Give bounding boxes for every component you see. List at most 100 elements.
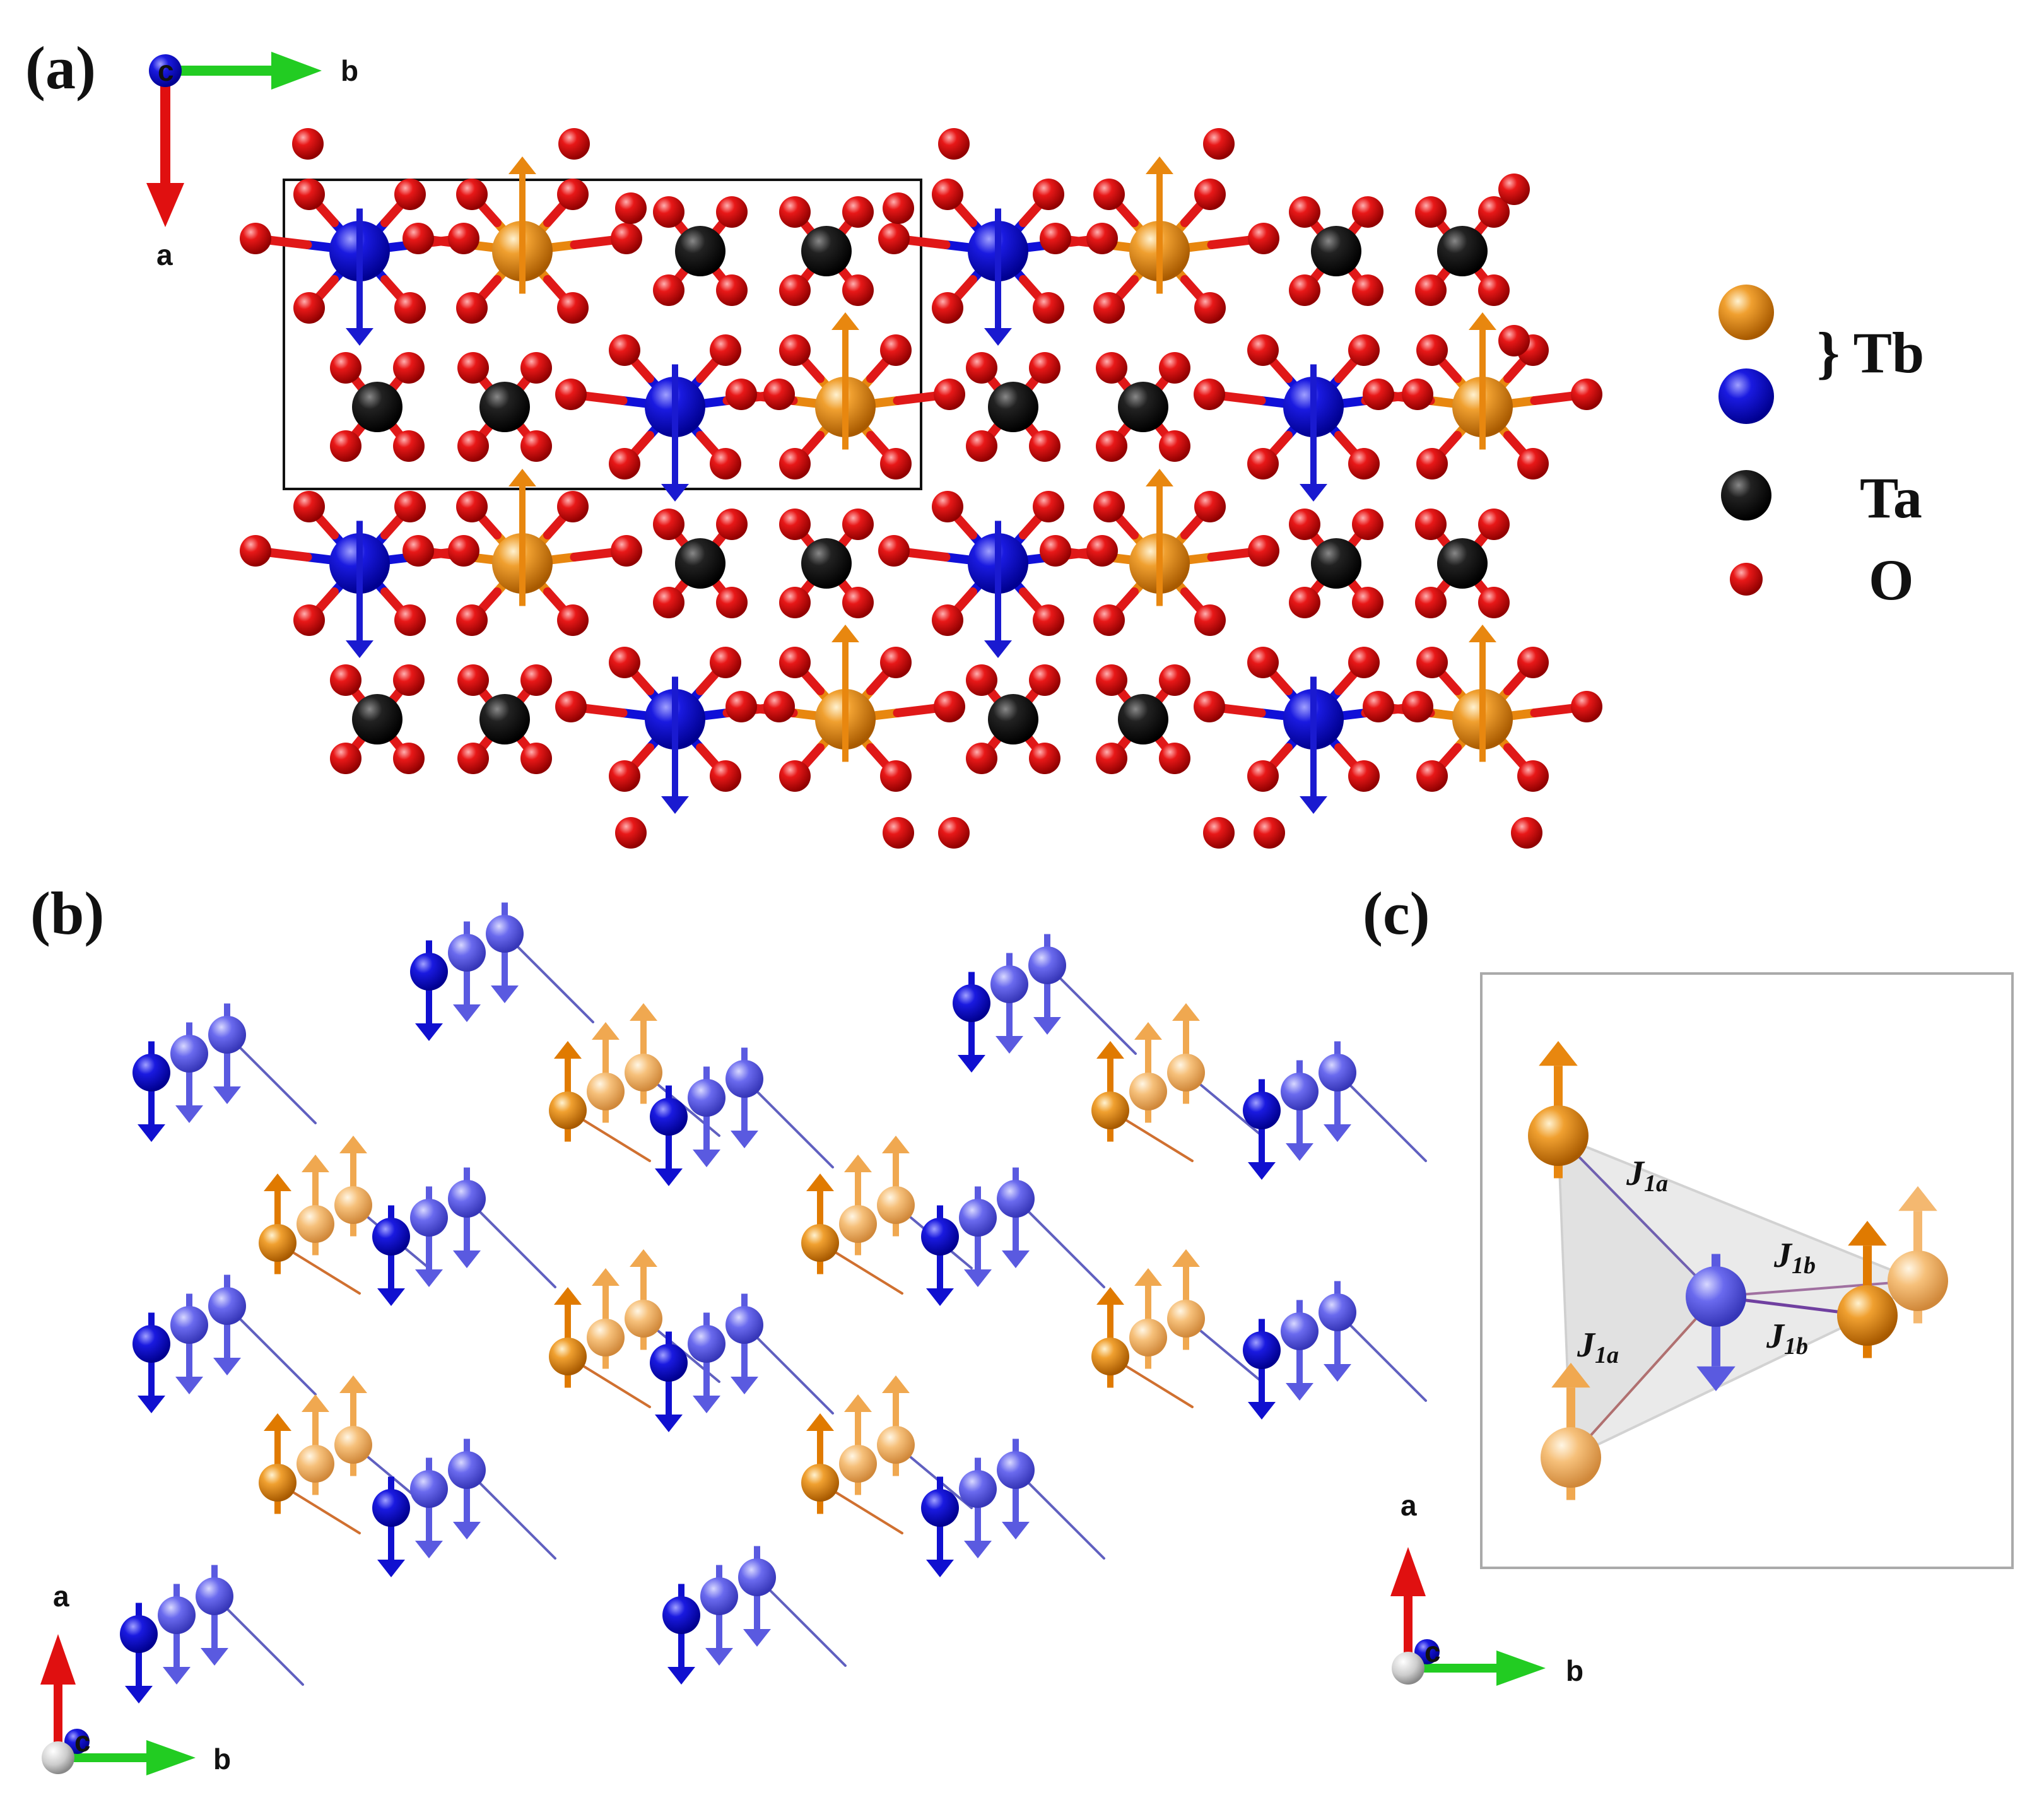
- oxygen-atom: [966, 664, 997, 696]
- oxygen-atom: [710, 448, 741, 479]
- oxygen-atom: [520, 664, 552, 696]
- tb-orange-atom: [1129, 1073, 1167, 1110]
- arrow-head: [806, 1174, 834, 1191]
- oxygen-atom: [1029, 664, 1060, 696]
- ta-atom: [479, 694, 530, 744]
- oxygen-atom: [966, 430, 997, 462]
- arrow-head: [346, 328, 373, 346]
- arrow-head: [705, 1648, 733, 1666]
- ta-atom: [1311, 538, 1361, 589]
- arrow-head: [138, 1396, 165, 1413]
- tb-blue-atom: [1319, 1054, 1356, 1091]
- oxygen-atom: [394, 491, 426, 522]
- oxygen-atom: [611, 223, 642, 254]
- tb-blue-atom: [410, 1470, 448, 1508]
- arrow-head: [453, 1522, 481, 1539]
- oxygen-atom: [1517, 647, 1549, 678]
- oxygen-atom: [1517, 760, 1549, 792]
- oxygen-atom: [842, 587, 874, 618]
- tb-orange-atom: [839, 1445, 877, 1483]
- spin-up-arrow: [831, 312, 859, 450]
- oxygen-atom: [779, 587, 811, 618]
- oxygen-atom: [240, 535, 271, 567]
- ta-atom: [352, 382, 402, 432]
- oxygen-atom: [1159, 352, 1190, 384]
- tb-orange-atom: [1837, 1285, 1898, 1346]
- arrow-head: [213, 1358, 241, 1375]
- oxygen-atom: [292, 128, 324, 160]
- oxygen-atom: [653, 196, 684, 228]
- arrow-head: [1848, 1221, 1887, 1246]
- oxygen-atom: [330, 352, 361, 384]
- oxygen-atom: [880, 760, 912, 792]
- arrow-head: [655, 1415, 683, 1432]
- bond: [1336, 1071, 1427, 1162]
- oxygen-atom: [1247, 760, 1279, 792]
- arrow-head: [630, 1249, 657, 1267]
- tb-blue-atom: [158, 1596, 196, 1634]
- arrow-head: [508, 469, 536, 486]
- oxygen-atom: [1029, 743, 1060, 774]
- tb-blue-atom: [120, 1615, 158, 1653]
- oxygen-atom: [1571, 379, 1602, 410]
- oxygen-atom: [1248, 223, 1279, 254]
- ta-atom: [479, 382, 530, 432]
- oxygen-atom: [779, 647, 811, 678]
- oxygen-atom: [1289, 274, 1320, 306]
- arrow-head: [264, 1174, 291, 1191]
- oxygen-atom: [393, 743, 425, 774]
- oxygen-atom: [293, 179, 325, 210]
- arrow-head: [201, 1648, 228, 1666]
- arrow-head: [831, 312, 859, 330]
- tb-blue-atom: [448, 1451, 486, 1489]
- oxygen-atom: [779, 509, 811, 540]
- arrow-head: [996, 1036, 1023, 1054]
- oxygen-atom: [448, 223, 479, 254]
- oxygen-atom: [457, 352, 489, 384]
- arrow-head: [1469, 312, 1496, 330]
- oxygen-atom: [1029, 352, 1060, 384]
- tb-orange-atom: [1888, 1250, 1948, 1311]
- panel-a: (a) c b a } Tb Ta O: [25, 34, 1924, 849]
- oxygen-atom: [763, 379, 795, 410]
- oxygen-atom: [1352, 509, 1383, 540]
- oxygen-atom: [938, 817, 970, 849]
- ta-atom: [675, 538, 725, 589]
- oxygen-atom: [1033, 179, 1064, 210]
- tb-orange-atom: [1091, 1338, 1129, 1375]
- oxygen-atom: [1254, 817, 1285, 849]
- bond: [466, 1469, 556, 1560]
- axis-a-label: a: [156, 238, 173, 271]
- arrow-head: [163, 1667, 191, 1685]
- arrow-head: [508, 156, 536, 174]
- oxygen-atom: [653, 274, 684, 306]
- oxygen-atom: [880, 334, 912, 366]
- oxygen-atom: [1478, 509, 1510, 540]
- ta-atom: [1118, 694, 1168, 744]
- tb-orange-atom: [587, 1073, 625, 1110]
- oxygen-atom: [1348, 647, 1380, 678]
- legend-tb-orange-sphere: [1718, 285, 1774, 340]
- oxygen-atom: [1402, 379, 1433, 410]
- arrow-head: [1134, 1022, 1162, 1040]
- bond: [1336, 1311, 1427, 1402]
- oxygen-atom: [457, 430, 489, 462]
- tb-blue-atom: [921, 1489, 959, 1527]
- oxygen-atom: [1415, 196, 1447, 228]
- oxygen-atom: [558, 128, 590, 160]
- arrow-head: [554, 1041, 582, 1059]
- axis-c-label-c: c: [1424, 1635, 1441, 1668]
- arrow-head: [661, 796, 689, 814]
- arrow-head: [964, 1541, 992, 1558]
- oxygen-atom: [710, 647, 741, 678]
- oxygen-atom: [1086, 223, 1118, 254]
- tb-blue-atom: [208, 1016, 246, 1054]
- oxygen-atom: [716, 196, 748, 228]
- oxygen-atom: [609, 647, 640, 678]
- bond: [1014, 1469, 1105, 1560]
- oxygen-atom: [394, 292, 426, 324]
- arrow-head: [1469, 625, 1496, 642]
- axis-b-label-b: b: [213, 1743, 231, 1775]
- spin-down-arrow: [661, 676, 689, 814]
- ta-atom: [1437, 226, 1488, 276]
